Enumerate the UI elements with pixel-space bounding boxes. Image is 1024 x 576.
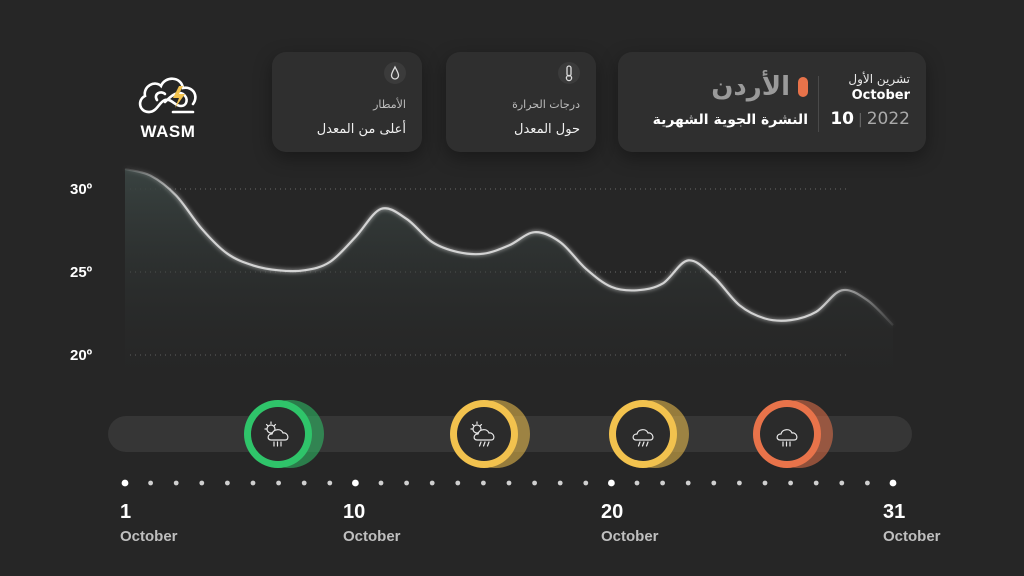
brand-name: WASM: [140, 122, 196, 141]
cloud-lightning-event[interactable]: [609, 400, 689, 468]
day-dot: [762, 480, 768, 486]
temperature-value: حول المعدل: [514, 122, 580, 137]
temperature-area: [125, 169, 893, 400]
day-label: 1: [120, 501, 131, 523]
y-tick-label: 25º: [70, 264, 93, 281]
day-dot: [250, 480, 256, 486]
sun-cloud-storm-event[interactable]: [450, 400, 530, 468]
day-dot: [634, 480, 640, 486]
country-row: الأردن: [638, 72, 808, 102]
day-month-label: October: [883, 528, 941, 545]
date-separator: |: [858, 112, 863, 128]
accent-pill: [798, 77, 808, 97]
divider: [818, 76, 819, 132]
sun-cloud-rain-event[interactable]: [244, 400, 324, 468]
day-dot: [865, 480, 870, 486]
day-label: 10: [343, 501, 365, 523]
day-dot: [276, 480, 281, 486]
day-dot: [148, 480, 154, 486]
title-block: الأردن النشرة الجوية الشهرية: [638, 72, 808, 128]
cloud-rain-event[interactable]: [753, 400, 833, 468]
day-dot: [889, 479, 897, 487]
day-dot: [455, 480, 461, 486]
day-dot: [199, 480, 205, 486]
day-dot: [788, 480, 793, 486]
day-label: 31: [883, 501, 905, 523]
day-dot: [506, 480, 512, 486]
temperature-label: درجات الحرارة: [512, 98, 580, 111]
temperature-line: [124, 168, 894, 326]
day-label: 20: [601, 501, 623, 523]
cloud-rain-icon: [776, 429, 798, 447]
rain-label: الأمطار: [373, 98, 406, 111]
day-dot: [301, 480, 307, 486]
day-month-label: October: [343, 528, 401, 545]
day-month-label: October: [120, 528, 178, 545]
day-dot: [557, 480, 563, 486]
rain-value: أعلى من المعدل: [316, 122, 406, 137]
month-arabic: تشرين الأول: [848, 72, 910, 86]
day-dot: [583, 480, 589, 486]
wasm-logo-icon: [138, 77, 197, 114]
sun-cloud-rain-icon: [264, 421, 289, 447]
rain-card: الأمطار أعلى من المعدل: [272, 52, 422, 152]
country-title: الأردن: [711, 72, 790, 102]
day-dot: [404, 480, 409, 486]
date-block: تشرين الأول October 10 | 2022: [820, 72, 910, 129]
day-dot: [660, 480, 665, 486]
day-dot: [481, 480, 486, 486]
month-english: October: [851, 88, 910, 103]
day-dot: [173, 480, 179, 486]
day-month-label: October: [601, 528, 659, 545]
day-dot: [711, 480, 717, 486]
day-dot: [352, 479, 359, 487]
day-dot: [121, 479, 129, 487]
day-dot: [685, 480, 691, 486]
day-dot: [737, 480, 742, 486]
day-dot: [813, 480, 819, 486]
sun-cloud-storm-icon: [470, 421, 495, 447]
date-day: 10: [830, 109, 855, 129]
bulletin-subtitle: النشرة الجوية الشهرية: [652, 112, 808, 128]
date-year: 2022: [866, 109, 910, 129]
date-row: 10 | 2022: [820, 109, 910, 129]
raindrop-icon: [384, 62, 406, 84]
brand-logo: WASM: [132, 72, 204, 142]
day-dot: [532, 480, 537, 486]
day-dot: [429, 480, 435, 486]
day-dot: [378, 480, 384, 486]
y-tick-label: 30º: [70, 181, 93, 198]
header-card: تشرين الأول October 10 | 2022 الأردن النشر…: [618, 52, 926, 152]
day-dot: [608, 479, 615, 487]
cloud-lightning-icon: [632, 429, 654, 447]
thermometer-icon: [558, 62, 580, 84]
day-dot: [327, 480, 333, 486]
y-tick-label: 20º: [70, 347, 93, 364]
temperature-card: درجات الحرارة حول المعدل: [446, 52, 596, 152]
day-dot: [839, 480, 845, 486]
day-dot: [225, 480, 230, 486]
